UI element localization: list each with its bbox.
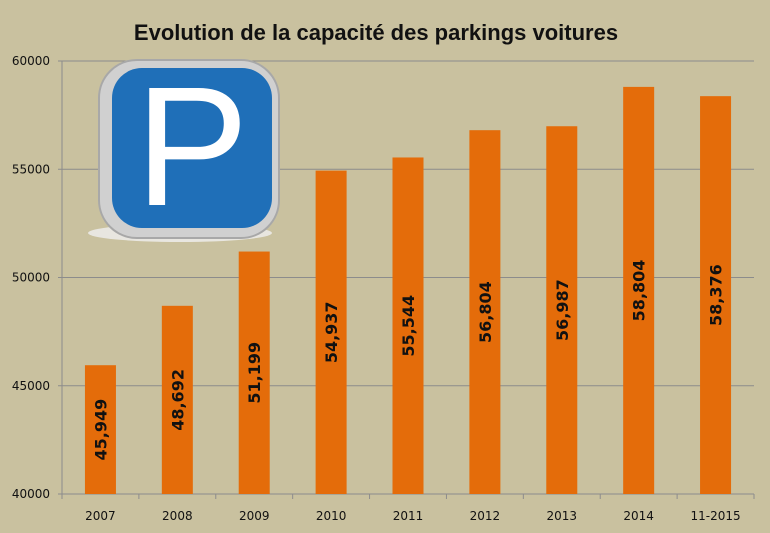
parking-letter: P [135, 52, 248, 242]
y-tick-label: 40000 [12, 487, 50, 501]
bar [315, 170, 347, 494]
parking-sign-icon: P [88, 52, 280, 242]
y-tick-label: 45000 [12, 379, 50, 393]
x-tick-label: 2012 [470, 509, 501, 523]
data-label: 58,376 [707, 264, 726, 326]
x-tick-label: 2007 [85, 509, 116, 523]
data-label: 58,804 [630, 260, 649, 322]
bar [161, 305, 193, 494]
x-tick-label: 2008 [162, 509, 193, 523]
data-label: 48,692 [168, 369, 187, 431]
data-label: 56,987 [553, 279, 572, 341]
data-label: 54,937 [322, 301, 341, 363]
y-tick-label: 55000 [12, 162, 50, 176]
data-label: 56,804 [476, 281, 495, 343]
bar [469, 130, 501, 494]
x-tick-label: 2009 [239, 509, 270, 523]
data-label: 51,199 [245, 342, 264, 404]
data-label: 45,949 [91, 399, 110, 461]
x-tick-label: 2013 [547, 509, 578, 523]
y-tick-label: 50000 [12, 271, 50, 285]
x-tick-label: 2010 [316, 509, 347, 523]
bar [546, 126, 578, 495]
chart-title: Evolution de la capacité des parkings vo… [134, 20, 618, 45]
x-tick-label: 11-2015 [690, 509, 740, 523]
x-tick-label: 2011 [393, 509, 424, 523]
bar [392, 157, 424, 494]
bar [623, 86, 655, 494]
y-tick-label: 60000 [12, 54, 50, 68]
bar [700, 96, 732, 494]
bar [84, 365, 116, 494]
x-tick-label: 2014 [623, 509, 654, 523]
bar [238, 251, 270, 494]
data-label: 55,544 [399, 295, 418, 357]
